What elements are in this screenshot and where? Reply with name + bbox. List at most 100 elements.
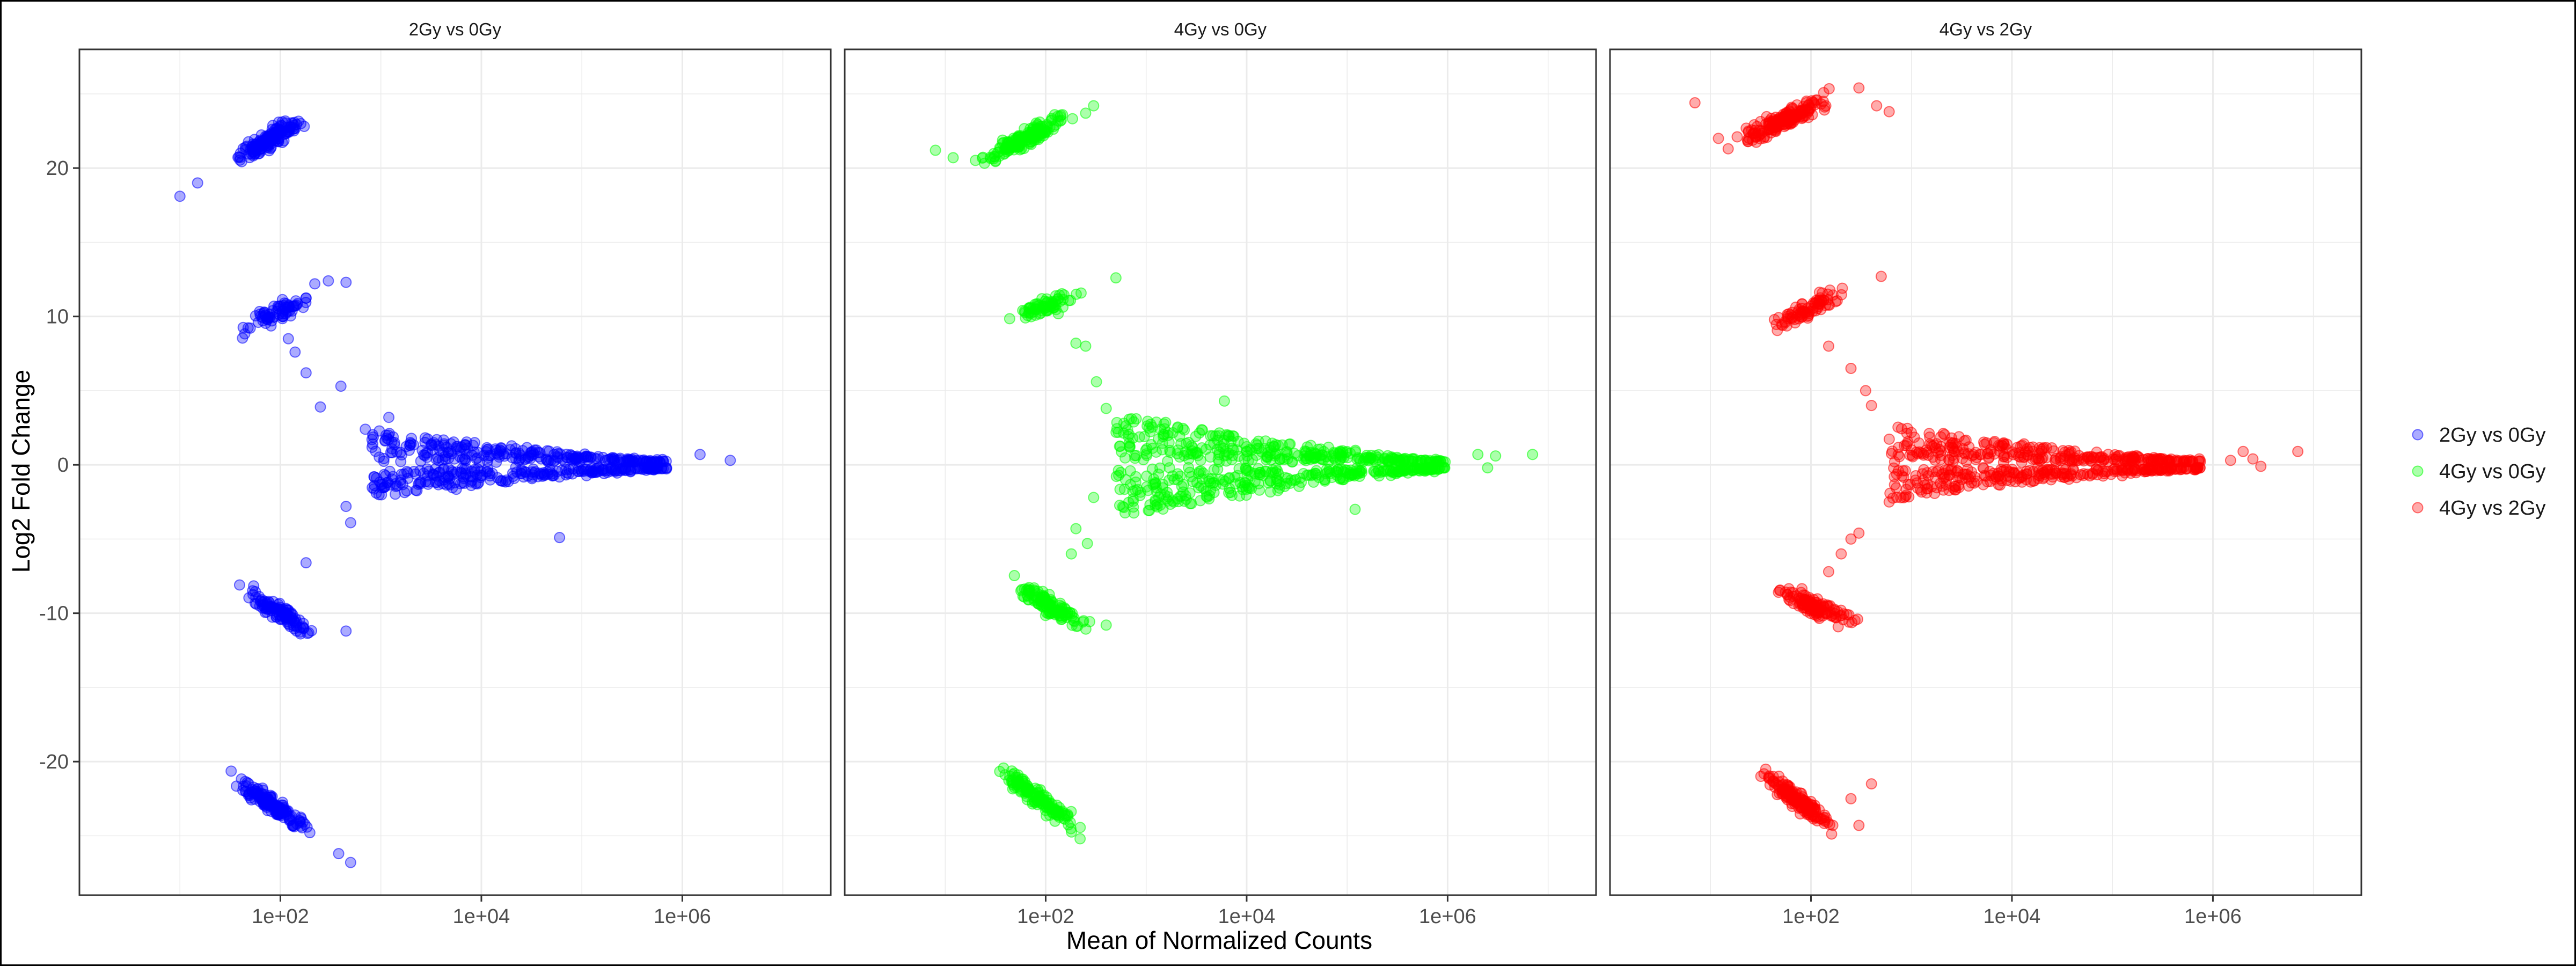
- data-point: [297, 302, 309, 313]
- data-point: [283, 619, 295, 631]
- data-point: [1853, 82, 1865, 94]
- data-point: [1900, 489, 1912, 501]
- data-point: [1835, 548, 1847, 560]
- data-point: [1070, 337, 1082, 349]
- data-point: [1031, 799, 1043, 810]
- data-point: [1021, 584, 1033, 596]
- data-point: [465, 480, 477, 492]
- data-point: [2037, 443, 2049, 455]
- data-point: [1818, 811, 1830, 823]
- data-point: [1490, 450, 1502, 462]
- data-point: [930, 144, 941, 156]
- data-point: [1215, 441, 1227, 452]
- data-point: [430, 453, 442, 465]
- data-point: [1363, 453, 1375, 465]
- data-point: [1157, 503, 1169, 515]
- data-point: [1175, 438, 1187, 450]
- data-point: [1807, 97, 1819, 108]
- data-point: [514, 448, 525, 459]
- data-point: [1113, 427, 1124, 438]
- data-point: [947, 152, 959, 164]
- data-point: [2175, 462, 2186, 474]
- points-group: [930, 100, 1539, 845]
- data-point: [1713, 133, 1724, 144]
- data-point: [1929, 487, 1941, 499]
- data-point: [1871, 100, 1883, 112]
- data-point: [1784, 781, 1796, 793]
- data-point: [1030, 134, 1042, 145]
- points-group: [1689, 82, 2304, 840]
- panel-title: 4Gy vs 2Gy: [1940, 19, 2032, 39]
- data-point: [1001, 142, 1013, 153]
- data-point: [1128, 495, 1139, 507]
- data-point: [1037, 601, 1049, 613]
- data-point: [554, 532, 566, 544]
- data-point: [1004, 313, 1015, 325]
- panel-title: 2Gy vs 0Gy: [409, 19, 502, 39]
- data-point: [300, 557, 312, 569]
- data-point: [1264, 486, 1276, 498]
- data-point: [1994, 479, 2006, 491]
- data-point: [287, 819, 299, 831]
- data-point: [1007, 783, 1019, 795]
- data-point: [340, 276, 352, 288]
- data-point: [1114, 440, 1126, 452]
- data-point: [1411, 463, 1423, 474]
- legend-label: 4Gy vs 2Gy: [2439, 497, 2546, 519]
- data-point: [1761, 111, 1773, 122]
- data-point: [1433, 463, 1445, 475]
- data-point: [1149, 478, 1161, 490]
- data-point: [2021, 449, 2033, 461]
- data-point: [335, 380, 347, 392]
- legend-label: 2Gy vs 0Gy: [2439, 424, 2546, 447]
- data-point: [1178, 479, 1190, 491]
- data-point: [1722, 143, 1734, 155]
- data-point: [1088, 492, 1100, 503]
- data-point: [1058, 602, 1070, 614]
- data-point: [1812, 603, 1824, 614]
- data-point: [286, 305, 298, 317]
- data-point: [1172, 421, 1184, 433]
- data-point: [1772, 789, 1783, 801]
- data-point: [1883, 106, 1895, 118]
- data-point: [1080, 340, 1092, 352]
- data-point: [1050, 304, 1062, 316]
- data-point: [2224, 455, 2236, 466]
- data-point: [970, 155, 982, 166]
- data-point: [1276, 452, 1288, 464]
- data-point: [256, 136, 268, 148]
- data-point: [1127, 486, 1139, 497]
- data-point: [1424, 464, 1436, 475]
- data-point: [1074, 833, 1086, 845]
- data-point: [278, 811, 290, 823]
- data-point: [1223, 473, 1235, 485]
- data-point: [1066, 826, 1078, 838]
- data-point: [1118, 502, 1130, 514]
- data-point: [1244, 466, 1256, 478]
- data-point: [2049, 465, 2061, 477]
- legend: 2Gy vs 0Gy 4Gy vs 0Gy 4Gy vs 2Gy: [2412, 424, 2546, 519]
- data-point: [282, 333, 294, 345]
- data-point: [538, 467, 550, 479]
- data-point: [1201, 491, 1213, 503]
- data-point: [1948, 445, 1960, 457]
- data-point: [371, 472, 383, 484]
- data-point: [1187, 442, 1198, 453]
- data-point: [724, 455, 736, 466]
- data-point: [2098, 454, 2110, 466]
- data-point: [1928, 439, 1940, 451]
- data-point: [268, 128, 280, 140]
- data-point: [2033, 465, 2045, 477]
- data-point: [527, 469, 539, 481]
- y-axis-title: Log2 Fold Change: [7, 370, 35, 573]
- x-tick-label: 1e+02: [252, 905, 309, 928]
- data-point: [1185, 471, 1197, 482]
- data-point: [1823, 83, 1835, 94]
- data-point: [1349, 503, 1361, 515]
- data-point: [1860, 385, 1871, 397]
- data-point: [1883, 433, 1895, 445]
- x-tick-label: 1e+06: [2184, 905, 2242, 928]
- data-point: [1031, 118, 1043, 130]
- data-point: [276, 305, 288, 317]
- data-point: [1988, 467, 2000, 479]
